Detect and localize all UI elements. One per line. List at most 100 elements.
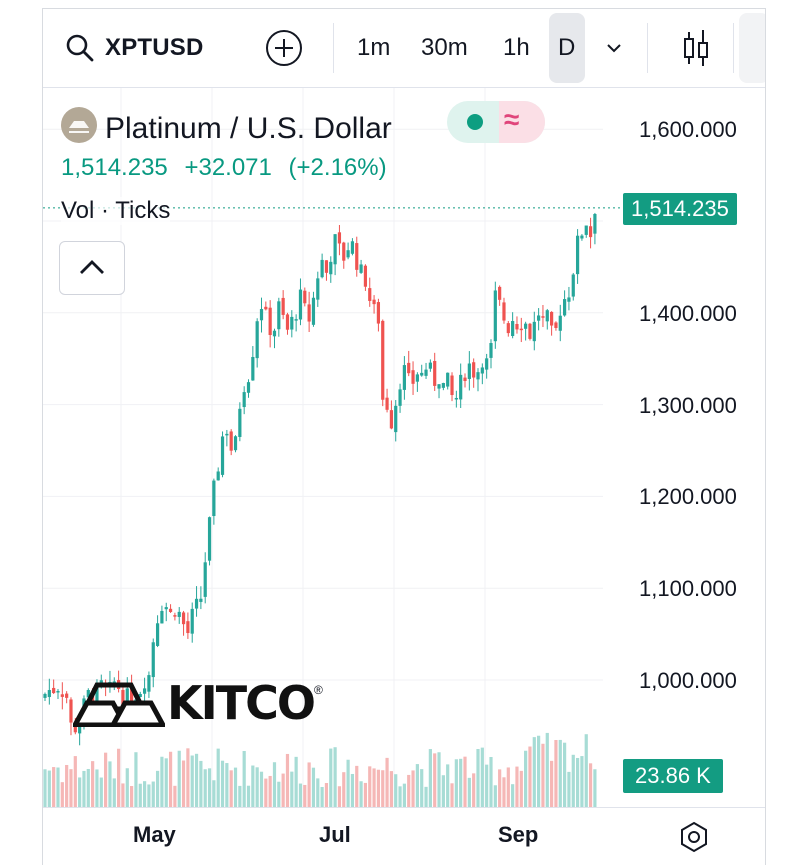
candle-body — [69, 699, 73, 723]
volume-bar — [532, 737, 536, 807]
candle-body — [190, 608, 194, 634]
candle-body — [121, 690, 125, 709]
volume-bar — [242, 750, 246, 807]
candle-body — [220, 436, 225, 475]
volume-bar — [164, 758, 168, 807]
candle-body — [43, 693, 47, 698]
price-change: +32.071 — [184, 154, 272, 181]
volume-bar — [575, 757, 580, 807]
candle-body — [402, 365, 406, 390]
volume-bar — [78, 777, 82, 807]
volume-bar — [125, 768, 129, 807]
volume-bar — [368, 766, 372, 807]
candle-body — [376, 302, 381, 324]
chart-type-button[interactable] — [679, 9, 713, 87]
volume-bar — [303, 784, 307, 807]
add-compare-icon[interactable] — [265, 29, 303, 67]
candle-body — [506, 323, 510, 334]
candle-body — [147, 675, 151, 692]
candle-body — [203, 562, 207, 597]
candle-body — [303, 290, 307, 304]
candle-body — [472, 362, 476, 378]
volume-bar — [502, 777, 506, 807]
volume-bar — [333, 747, 337, 807]
volume-bar — [52, 767, 56, 807]
chart-type-icon[interactable] — [679, 28, 713, 68]
search-icon[interactable] — [65, 33, 95, 63]
volume-bar — [385, 757, 389, 807]
volume-bar — [571, 754, 575, 807]
kitco-watermark: KITCO ® — [73, 673, 323, 733]
volume-bar — [424, 786, 428, 807]
volume-bar — [467, 777, 471, 807]
candle-body — [151, 642, 155, 678]
candle-body — [415, 374, 419, 382]
settings-icon[interactable] — [677, 820, 711, 854]
candle-body — [498, 286, 502, 300]
volume-bar — [155, 770, 160, 807]
candle-body — [212, 480, 216, 517]
chevron-down-icon[interactable] — [605, 42, 623, 54]
time-axis[interactable]: May Jul Sep — [43, 807, 765, 865]
candle-body — [524, 323, 528, 329]
candle-body — [142, 688, 147, 694]
candle-body — [584, 225, 588, 235]
volume-bar — [73, 756, 77, 807]
interval-dropdown[interactable] — [605, 9, 623, 87]
volume-bar — [86, 768, 90, 807]
volume-bar — [134, 752, 138, 807]
candle-body — [502, 302, 506, 321]
candle-body — [320, 259, 324, 278]
candle-body — [433, 360, 437, 386]
candle-body — [155, 623, 160, 646]
interval-d[interactable]: D — [558, 34, 576, 61]
candle-body — [307, 304, 311, 322]
volume-bar — [130, 786, 134, 807]
candle-body — [272, 330, 277, 337]
market-status-badge[interactable]: ≈ — [447, 101, 545, 143]
compare-button[interactable] — [265, 9, 303, 87]
interval-1h[interactable]: 1h — [503, 34, 530, 61]
volume-bar — [402, 783, 406, 807]
candle-body — [86, 689, 90, 698]
candle-body — [511, 321, 515, 336]
volume-bar — [420, 769, 424, 807]
candle-body — [411, 370, 415, 384]
volume-indicator-label[interactable]: Vol · Ticks — [61, 197, 171, 225]
volume-bar — [450, 783, 454, 807]
volume-bar — [60, 782, 64, 807]
collapse-legend-button[interactable] — [59, 241, 125, 295]
candle-body — [294, 319, 298, 321]
candle-body — [532, 321, 536, 342]
interval-1m[interactable]: 1m — [357, 34, 391, 61]
more-toolbar-button[interactable] — [739, 13, 765, 83]
candle-body — [541, 316, 545, 318]
volume-bar — [411, 770, 415, 807]
symbol-name[interactable]: XPTUSD — [105, 34, 204, 61]
interval-30m[interactable]: 30m — [421, 34, 468, 61]
volume-bar — [259, 771, 264, 807]
last-price: 1,514.235 — [61, 154, 168, 181]
candle-body — [398, 389, 402, 406]
volume-bar — [446, 764, 450, 807]
chevron-up-icon — [80, 260, 104, 274]
kitco-logo-icon — [73, 682, 165, 727]
candle-body — [480, 367, 484, 374]
volume-bar — [69, 769, 73, 807]
volume-bar — [229, 770, 233, 807]
volume-bar — [363, 782, 368, 807]
volume-bar — [428, 749, 432, 807]
volume-bar — [251, 765, 255, 807]
symbol-search[interactable]: XPTUSD — [65, 9, 204, 87]
volume-bar — [264, 778, 268, 807]
candle-body — [485, 358, 489, 370]
volume-bar — [43, 769, 47, 807]
volume-bar — [472, 773, 476, 807]
candle-body — [350, 241, 355, 254]
volume-bar — [441, 775, 445, 807]
candle-body — [186, 621, 190, 634]
candle-body — [580, 235, 584, 239]
volume-bar — [65, 764, 69, 807]
chart-settings-button[interactable] — [677, 820, 711, 859]
volume-bar — [138, 783, 142, 807]
